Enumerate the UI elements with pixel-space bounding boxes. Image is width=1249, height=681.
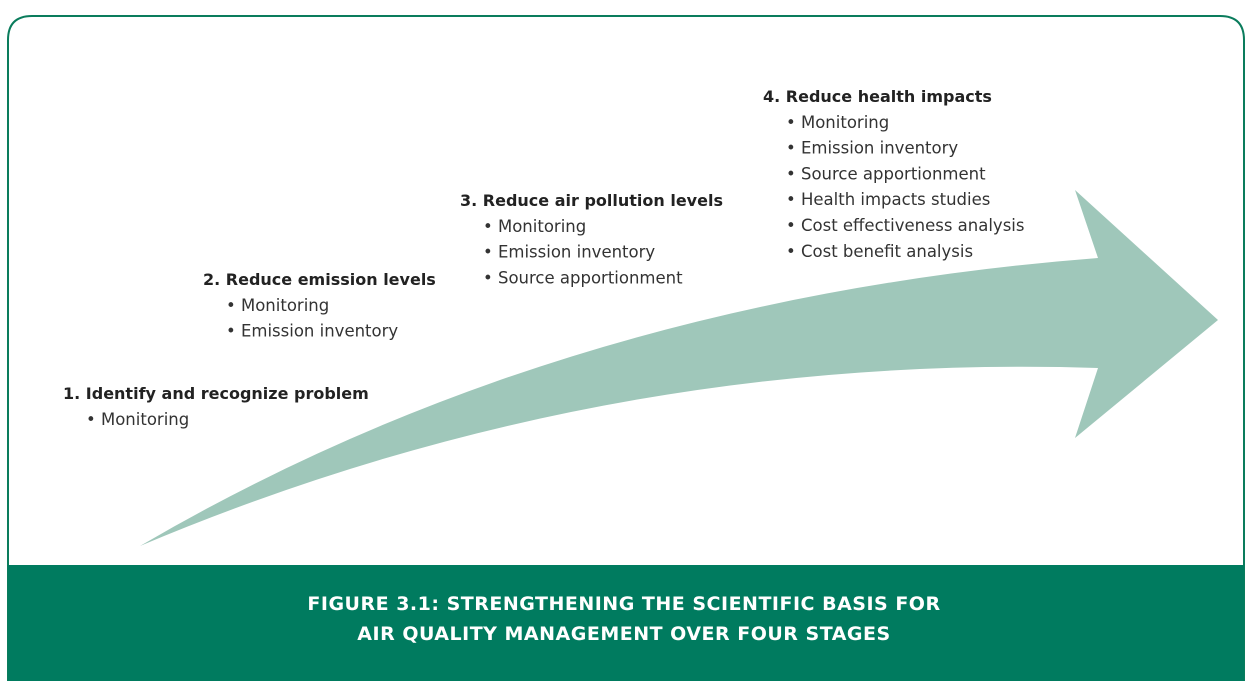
stage-item: • Monitoring bbox=[786, 113, 889, 132]
stage-item: • Health impacts studies bbox=[786, 190, 990, 209]
stage-title: 2. Reduce emission levels bbox=[203, 270, 436, 289]
stage-item: • Source apportionment bbox=[483, 268, 683, 287]
caption-line: AIR QUALITY MANAGEMENT OVER FOUR STAGES bbox=[357, 623, 890, 645]
caption-banner bbox=[8, 565, 1244, 681]
stage-item: • Cost benefit analysis bbox=[786, 242, 973, 261]
stage-item: • Cost effectiveness analysis bbox=[786, 216, 1024, 235]
stage-item: • Monitoring bbox=[226, 296, 329, 315]
frame bbox=[7, 15, 1245, 681]
stage-item: • Monitoring bbox=[86, 410, 189, 429]
stage-item: • Emission inventory bbox=[226, 322, 398, 341]
stage-title: 1. Identify and recognize problem bbox=[63, 384, 369, 403]
stage-item: • Monitoring bbox=[483, 217, 586, 236]
stage-title: 4. Reduce health impacts bbox=[763, 87, 992, 106]
arrow bbox=[140, 190, 1218, 546]
stage-title: 3. Reduce air pollution levels bbox=[460, 191, 723, 210]
stage-item: • Emission inventory bbox=[786, 139, 958, 158]
stage-item: • Emission inventory bbox=[483, 243, 655, 262]
stage-item: • Source apportionment bbox=[786, 164, 986, 183]
caption-line: FIGURE 3.1: STRENGTHENING THE SCIENTIFIC… bbox=[307, 593, 940, 615]
